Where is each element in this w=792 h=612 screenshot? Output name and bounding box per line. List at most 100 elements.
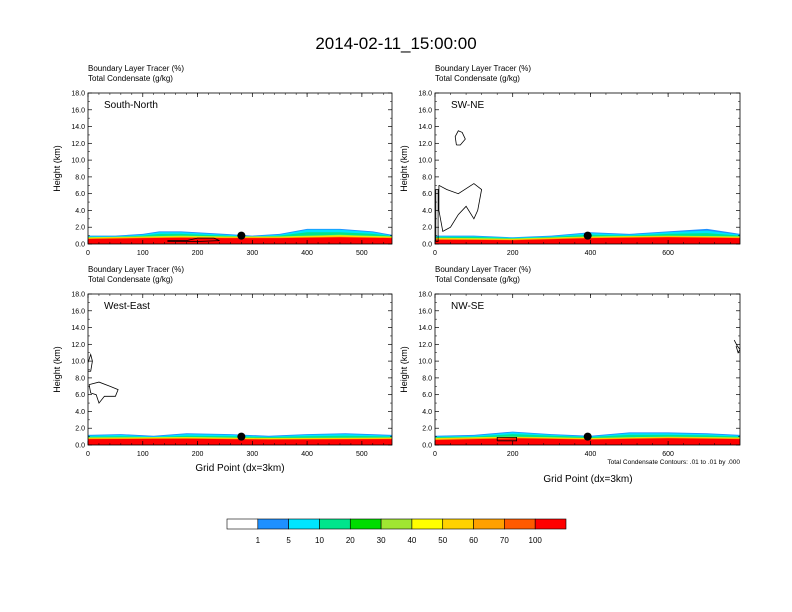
nw-se-xtick-label: 400 xyxy=(585,451,597,458)
south-north-xtick-label: 0 xyxy=(86,250,90,257)
sw-ne-ytick-label: 0.0 xyxy=(422,242,432,249)
colorbar-swatch xyxy=(380,518,413,530)
west-east-ytick-label: 10.0 xyxy=(71,359,85,366)
sw-ne-condensate-contour xyxy=(435,189,439,242)
nw-se-ytick-label: 12.0 xyxy=(418,342,432,349)
sw-ne-ytick-label: 4.0 xyxy=(422,208,432,215)
nw-se-xtick-label: 600 xyxy=(662,451,674,458)
sw-ne-frame xyxy=(434,92,741,245)
nw-se-tracer-label: Boundary Layer Tracer (%) xyxy=(435,265,531,274)
west-east-ytick-label: 4.0 xyxy=(75,409,85,416)
west-east-ytick-label: 6.0 xyxy=(75,392,85,399)
south-north-ytick-label: 2.0 xyxy=(75,225,85,232)
nw-se-xtick-label: 200 xyxy=(507,451,519,458)
nw-se-ytick-label: 16.0 xyxy=(418,308,432,315)
south-north-location-marker xyxy=(237,231,246,240)
west-east-xtick-label: 500 xyxy=(356,451,368,458)
x-axis-label-left: Grid Point (dx=3km) xyxy=(195,463,284,474)
west-east-condensate-label: Total Condensate (g/kg) xyxy=(88,275,173,284)
sw-ne-location-marker xyxy=(583,231,592,240)
west-east-tracer-label: Boundary Layer Tracer (%) xyxy=(88,265,184,274)
west-east-location-marker xyxy=(237,432,246,441)
west-east-condensate-contour xyxy=(88,381,119,404)
west-east-ytick-label: 8.0 xyxy=(75,375,85,382)
sw-ne-y-axis-label: Height (km) xyxy=(399,145,409,192)
colorbar-swatch xyxy=(257,518,289,530)
sw-ne-xtick-label: 600 xyxy=(662,250,674,257)
panel-west-east: Boundary Layer Tracer (%)Total Condensat… xyxy=(52,265,393,458)
nw-se-ytick-label: 6.0 xyxy=(422,392,432,399)
south-north-panel-title: South-North xyxy=(104,100,158,111)
sw-ne-ytick-label: 8.0 xyxy=(422,174,432,181)
colorbar-label: 20 xyxy=(346,536,355,545)
sw-ne-ytick-label: 18.0 xyxy=(418,91,432,98)
sw-ne-condensate-contour xyxy=(438,183,483,233)
colorbar-swatch xyxy=(288,518,320,530)
sw-ne-condensate-contour xyxy=(454,130,466,146)
sw-ne-xtick-label: 0 xyxy=(433,250,437,257)
south-north-tracer-label: Boundary Layer Tracer (%) xyxy=(88,64,184,73)
figure-title: 2014-02-11_15:00:00 xyxy=(315,34,476,53)
west-east-ytick-label: 0.0 xyxy=(75,443,85,450)
nw-se-ytick-label: 10.0 xyxy=(418,359,432,366)
nw-se-condensate-label: Total Condensate (g/kg) xyxy=(435,275,520,284)
panel-south-north: Boundary Layer Tracer (%)Total Condensat… xyxy=(52,64,393,257)
south-north-xtick-label: 500 xyxy=(356,250,368,257)
sw-ne-tracer-label: Boundary Layer Tracer (%) xyxy=(435,64,531,73)
west-east-xtick-label: 0 xyxy=(86,451,90,458)
sw-ne-panel-title: SW-NE xyxy=(451,100,484,111)
panel-sw-ne: Boundary Layer Tracer (%)Total Condensat… xyxy=(399,64,741,257)
colorbar-swatch xyxy=(504,518,536,530)
x-axis-label-right: Grid Point (dx=3km) xyxy=(543,474,632,485)
colorbar-label: 50 xyxy=(438,536,447,545)
sw-ne-ytick-label: 10.0 xyxy=(418,158,432,165)
colorbar-swatch xyxy=(442,518,474,530)
colorbar-label: 1 xyxy=(256,536,261,545)
west-east-y-axis-label: Height (km) xyxy=(52,346,62,393)
west-east-ytick-label: 12.0 xyxy=(71,342,85,349)
south-north-y-axis-label: Height (km) xyxy=(52,145,62,192)
west-east-ytick-label: 16.0 xyxy=(71,308,85,315)
nw-se-plot-area xyxy=(435,339,740,445)
west-east-frame xyxy=(87,293,393,446)
sw-ne-xtick-label: 200 xyxy=(507,250,519,257)
south-north-xtick-label: 200 xyxy=(192,250,204,257)
south-north-xtick-label: 100 xyxy=(137,250,149,257)
west-east-xtick-label: 200 xyxy=(192,451,204,458)
south-north-ytick-label: 10.0 xyxy=(71,158,85,165)
nw-se-frame xyxy=(434,293,741,446)
colorbar-label: 5 xyxy=(286,536,291,545)
colorbar-swatch xyxy=(473,518,505,530)
south-north-ytick-label: 14.0 xyxy=(71,124,85,131)
south-north-ytick-label: 4.0 xyxy=(75,208,85,215)
sw-ne-ytick-label: 16.0 xyxy=(418,107,432,114)
colorbar-label: 10 xyxy=(315,536,324,545)
colorbar-swatch xyxy=(226,518,259,530)
sw-ne-condensate-label: Total Condensate (g/kg) xyxy=(435,74,520,83)
west-east-condensate-contour xyxy=(88,352,93,372)
sw-ne-tracer-level-100 xyxy=(435,237,740,244)
west-east-xtick-label: 100 xyxy=(137,451,149,458)
south-north-xtick-label: 400 xyxy=(301,250,313,257)
nw-se-condensate-contour xyxy=(733,339,740,354)
colorbar-label: 60 xyxy=(469,536,478,545)
south-north-ytick-label: 18.0 xyxy=(71,91,85,98)
colorbar: 1 5 10 20 30 40 50 60 70 100 xyxy=(226,518,567,545)
south-north-frame xyxy=(87,92,393,245)
nw-se-xtick-label: 0 xyxy=(433,451,437,458)
colorbar-swatch xyxy=(534,518,567,530)
colorbar-label: 100 xyxy=(529,536,543,545)
colorbar-label: 30 xyxy=(377,536,386,545)
west-east-plot-area xyxy=(88,352,392,445)
south-north-ytick-label: 6.0 xyxy=(75,191,85,198)
west-east-xtick-label: 400 xyxy=(301,451,313,458)
west-east-ytick-label: 14.0 xyxy=(71,325,85,332)
south-north-ytick-label: 12.0 xyxy=(71,141,85,148)
sw-ne-xtick-label: 400 xyxy=(585,250,597,257)
south-north-ytick-label: 0.0 xyxy=(75,242,85,249)
south-north-condensate-label: Total Condensate (g/kg) xyxy=(88,74,173,83)
west-east-panel-title: West-East xyxy=(104,301,150,312)
sw-ne-ytick-label: 2.0 xyxy=(422,225,432,232)
west-east-ytick-label: 18.0 xyxy=(71,292,85,299)
